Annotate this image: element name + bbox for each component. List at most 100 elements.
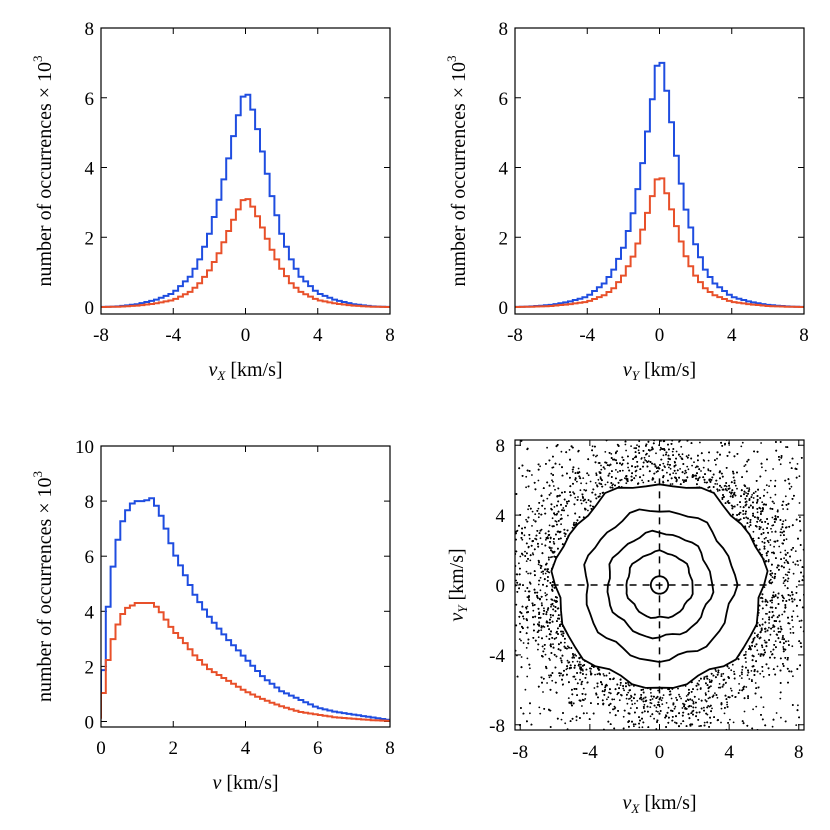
scatter-point bbox=[771, 551, 773, 554]
scatter-point bbox=[782, 634, 784, 637]
scatter-point bbox=[703, 460, 706, 462]
scatter-point bbox=[649, 702, 652, 704]
scatter-point bbox=[602, 673, 605, 675]
scatter-point bbox=[668, 466, 670, 469]
scatter-point bbox=[698, 698, 700, 700]
x-axis-label: vY [km/s] bbox=[623, 359, 696, 383]
scatter-point bbox=[716, 696, 719, 699]
scatter-point bbox=[756, 649, 759, 652]
scatter-point bbox=[575, 719, 578, 722]
scatter-point bbox=[584, 698, 587, 700]
scatter-point bbox=[739, 506, 742, 508]
scatter-point bbox=[539, 576, 542, 579]
scatter-point bbox=[649, 706, 652, 708]
scatter-point bbox=[703, 706, 705, 709]
scatter-point bbox=[567, 697, 570, 699]
scatter-point bbox=[539, 465, 541, 468]
scatter-point bbox=[548, 674, 550, 677]
scatter-point bbox=[584, 489, 587, 492]
scatter-point bbox=[774, 493, 777, 496]
scatter-point bbox=[519, 555, 522, 558]
scatter-point bbox=[560, 718, 563, 721]
x-label-unit: [km/s] bbox=[221, 772, 278, 794]
x-tick-label: -8 bbox=[93, 325, 109, 346]
scatter-point bbox=[764, 598, 767, 601]
x-label-unit: [km/s] bbox=[639, 359, 696, 381]
scatter-point bbox=[648, 455, 650, 457]
scatter-point bbox=[687, 468, 690, 471]
scatter-point bbox=[677, 687, 679, 690]
scatter-point bbox=[783, 561, 786, 564]
scatter-point bbox=[562, 507, 565, 509]
scatter-point bbox=[721, 498, 724, 501]
scatter-point bbox=[748, 488, 751, 491]
scatter-point bbox=[667, 706, 670, 709]
scatter-point bbox=[779, 531, 782, 534]
scatter-point bbox=[799, 559, 802, 562]
scatter-point bbox=[744, 464, 747, 466]
scatter-point bbox=[768, 622, 770, 624]
plot-frame bbox=[514, 27, 805, 315]
scatter-point bbox=[742, 513, 745, 515]
x-tick-label: 4 bbox=[241, 738, 251, 759]
scatter-point bbox=[619, 684, 622, 686]
scatter-point bbox=[770, 650, 772, 653]
scatter-point bbox=[532, 519, 535, 521]
scatter-point bbox=[799, 626, 802, 629]
scatter-point bbox=[595, 455, 597, 458]
scatter-point bbox=[529, 667, 531, 670]
scatter-point bbox=[540, 528, 543, 531]
scatter-point bbox=[778, 545, 781, 548]
scatter-point bbox=[766, 613, 768, 615]
scatter-point bbox=[571, 526, 574, 529]
scatter-point bbox=[538, 512, 540, 515]
scatter-point bbox=[794, 550, 797, 552]
scatter-point bbox=[591, 445, 594, 448]
scatter-point bbox=[789, 461, 791, 464]
scatter-point bbox=[706, 713, 709, 716]
scatter-point bbox=[732, 721, 735, 724]
scatter-point bbox=[780, 716, 782, 719]
scatter-point bbox=[698, 679, 701, 682]
scatter-point bbox=[788, 571, 791, 574]
scatter-point bbox=[529, 559, 532, 562]
scatter-point bbox=[630, 445, 632, 447]
scatter-point bbox=[720, 707, 723, 710]
scatter-point bbox=[552, 541, 555, 543]
scatter-point bbox=[770, 574, 772, 577]
scatter-point bbox=[792, 675, 794, 678]
scatter-point bbox=[754, 490, 757, 493]
scatter-point bbox=[597, 478, 600, 481]
scatter-point bbox=[786, 508, 789, 511]
scatter-point bbox=[703, 676, 706, 679]
scatter-point bbox=[733, 670, 735, 673]
scatter-point bbox=[736, 503, 739, 506]
scatter-point bbox=[589, 480, 592, 483]
scatter-point bbox=[596, 454, 598, 457]
scatter-point bbox=[595, 472, 598, 475]
scatter-point bbox=[761, 501, 764, 504]
histogram-series-subset bbox=[515, 177, 804, 308]
scatter-point bbox=[707, 690, 710, 693]
scatter-point bbox=[682, 702, 684, 705]
scatter-point bbox=[769, 578, 772, 581]
scatter-point bbox=[771, 576, 774, 578]
y-tick-label: 10 bbox=[75, 437, 94, 458]
scatter-point bbox=[674, 721, 676, 724]
scatter-point bbox=[572, 491, 574, 493]
scatter-point bbox=[624, 443, 627, 446]
scatter-point bbox=[573, 656, 576, 659]
scatter-point bbox=[674, 705, 677, 708]
scatter-point bbox=[762, 675, 765, 678]
y-tick-label: 0 bbox=[85, 712, 95, 733]
scatter-point bbox=[761, 540, 764, 543]
scatter-point bbox=[574, 678, 577, 681]
scatter-point bbox=[739, 675, 741, 677]
y-tick-label: 6 bbox=[85, 89, 95, 110]
scatter-point bbox=[789, 632, 792, 634]
histogram-series-subset bbox=[101, 198, 390, 308]
scatter-point bbox=[603, 674, 606, 677]
scatter-point bbox=[543, 648, 546, 650]
scatter-point bbox=[540, 602, 543, 604]
scatter-point bbox=[730, 689, 733, 692]
